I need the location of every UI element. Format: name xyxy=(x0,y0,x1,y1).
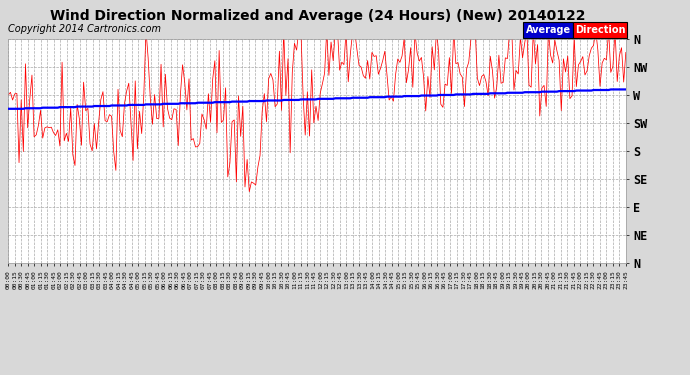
Text: Wind Direction Normalized and Average (24 Hours) (New) 20140122: Wind Direction Normalized and Average (2… xyxy=(50,9,585,23)
Text: Average: Average xyxy=(526,25,571,34)
Text: Direction: Direction xyxy=(575,25,625,34)
Text: Copyright 2014 Cartronics.com: Copyright 2014 Cartronics.com xyxy=(8,24,161,34)
